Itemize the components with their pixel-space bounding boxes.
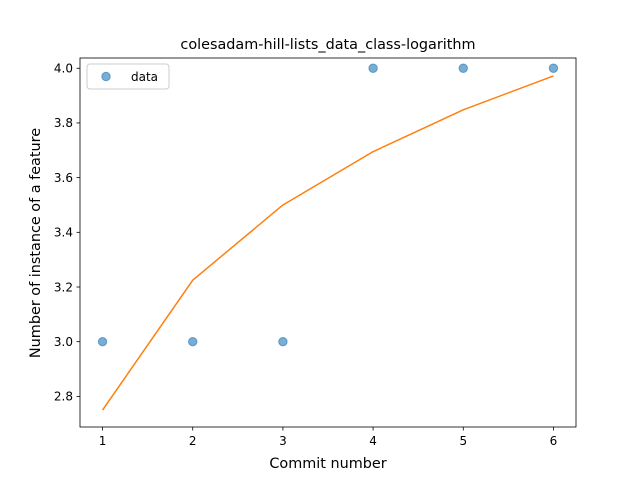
y-tick-label: 3.6 (54, 171, 73, 185)
data-point (188, 336, 198, 347)
y-tick-label: 3.4 (54, 226, 73, 240)
x-tick-label: 4 (369, 434, 377, 448)
legend-label: data (131, 70, 158, 84)
y-tick-label: 3.2 (54, 280, 73, 294)
legend-marker (101, 71, 111, 82)
data-point (97, 336, 108, 347)
chart-title: colesadam-hill-lists_data_class-logarith… (180, 37, 475, 53)
legend-box (86, 63, 170, 90)
axes: 1 2 3 4 5 6 2.8 3.0 3.2 3.4 3.6 3.8 4.0 (54, 57, 577, 448)
data-point (368, 63, 378, 73)
data-point (548, 63, 559, 73)
fit-line (101, 75, 554, 411)
data-point (278, 336, 288, 347)
y-axis-label: Number of instance of a feature (28, 128, 44, 358)
data-point (458, 63, 468, 73)
x-axis-label: Commit number (269, 456, 386, 472)
x-tick-label: 6 (550, 434, 558, 448)
y-tick-label: 4.0 (54, 62, 73, 76)
x-tick-label: 5 (459, 434, 467, 448)
x-tick-label: 1 (99, 434, 107, 448)
plot-area (97, 63, 559, 411)
y-tick-label: 2.8 (54, 390, 73, 404)
x-tick-label: 3 (279, 434, 287, 448)
y-tick-label: 3.8 (54, 116, 73, 130)
axes-frame (79, 57, 577, 428)
legend: data (86, 63, 170, 90)
y-tick-label: 3.0 (54, 335, 73, 349)
x-tick-label: 2 (189, 434, 197, 448)
